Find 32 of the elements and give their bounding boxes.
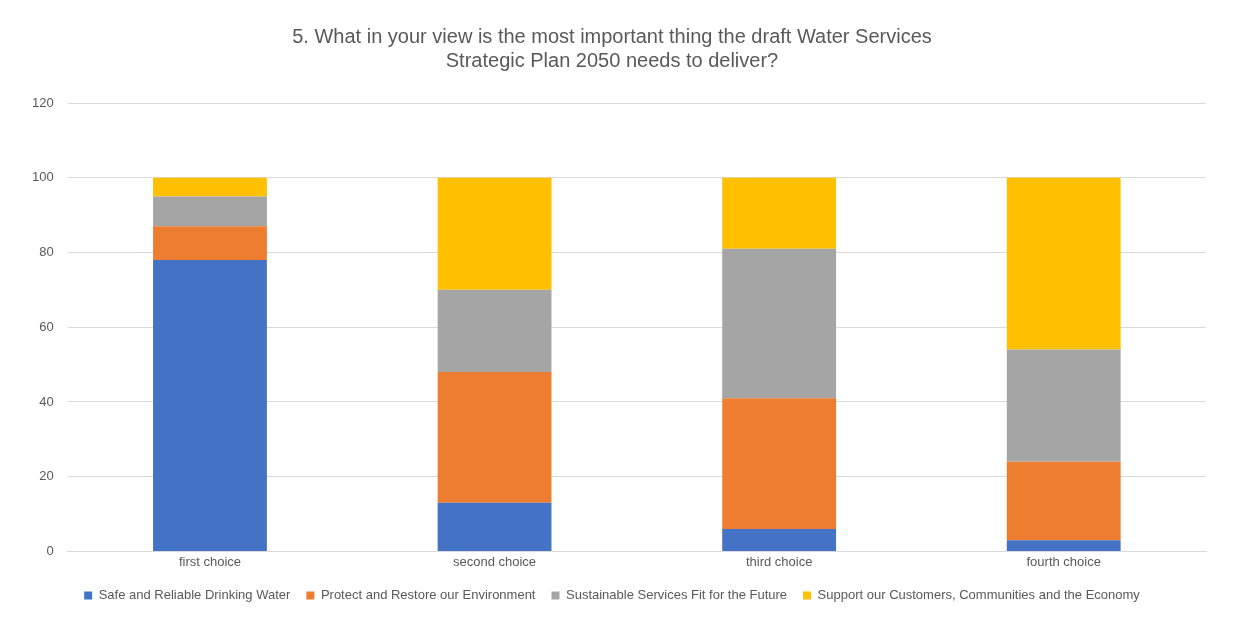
legend-label: Support our Customers, Communities and the Economy — [817, 587, 1141, 603]
bar — [722, 177, 837, 249]
bar — [153, 226, 267, 260]
bar — [437, 502, 552, 551]
y-tick-label: 120 — [31, 94, 54, 110]
y-tick-label: 80 — [39, 244, 54, 260]
y-tick-label: 40 — [39, 393, 54, 409]
legend-label: Sustainable Services Fit for the Future — [565, 587, 788, 603]
legend-label: Safe and Reliable Drinking Water — [98, 587, 292, 603]
chart-title: 5. What in your view is the most important thing the draft Water Services Strategic Plan 2050 needs to deliver? — [292, 24, 932, 71]
bar — [437, 177, 552, 290]
x-tick-label: third choice — [745, 553, 813, 569]
bar — [1006, 349, 1121, 462]
bar — [153, 177, 267, 197]
bar — [437, 372, 552, 503]
y-tick-label: 60 — [39, 318, 54, 334]
y-tick-label: 0 — [46, 542, 54, 558]
legend-label: Protect and Restore our Environment — [320, 587, 536, 603]
bar — [722, 248, 837, 399]
bar — [722, 398, 837, 529]
bar — [1006, 177, 1121, 350]
bar — [1006, 540, 1121, 551]
x-tick-label: first choice — [178, 553, 242, 569]
y-tick-label: 20 — [39, 468, 54, 484]
y-tick-label: 100 — [31, 169, 54, 185]
bar — [722, 528, 837, 551]
bar — [1006, 461, 1121, 541]
x-tick-label: fourth choice — [1026, 553, 1101, 569]
bar — [153, 196, 267, 227]
bar — [153, 259, 267, 551]
x-tick-label: second choice — [452, 553, 537, 569]
bar — [437, 289, 552, 373]
